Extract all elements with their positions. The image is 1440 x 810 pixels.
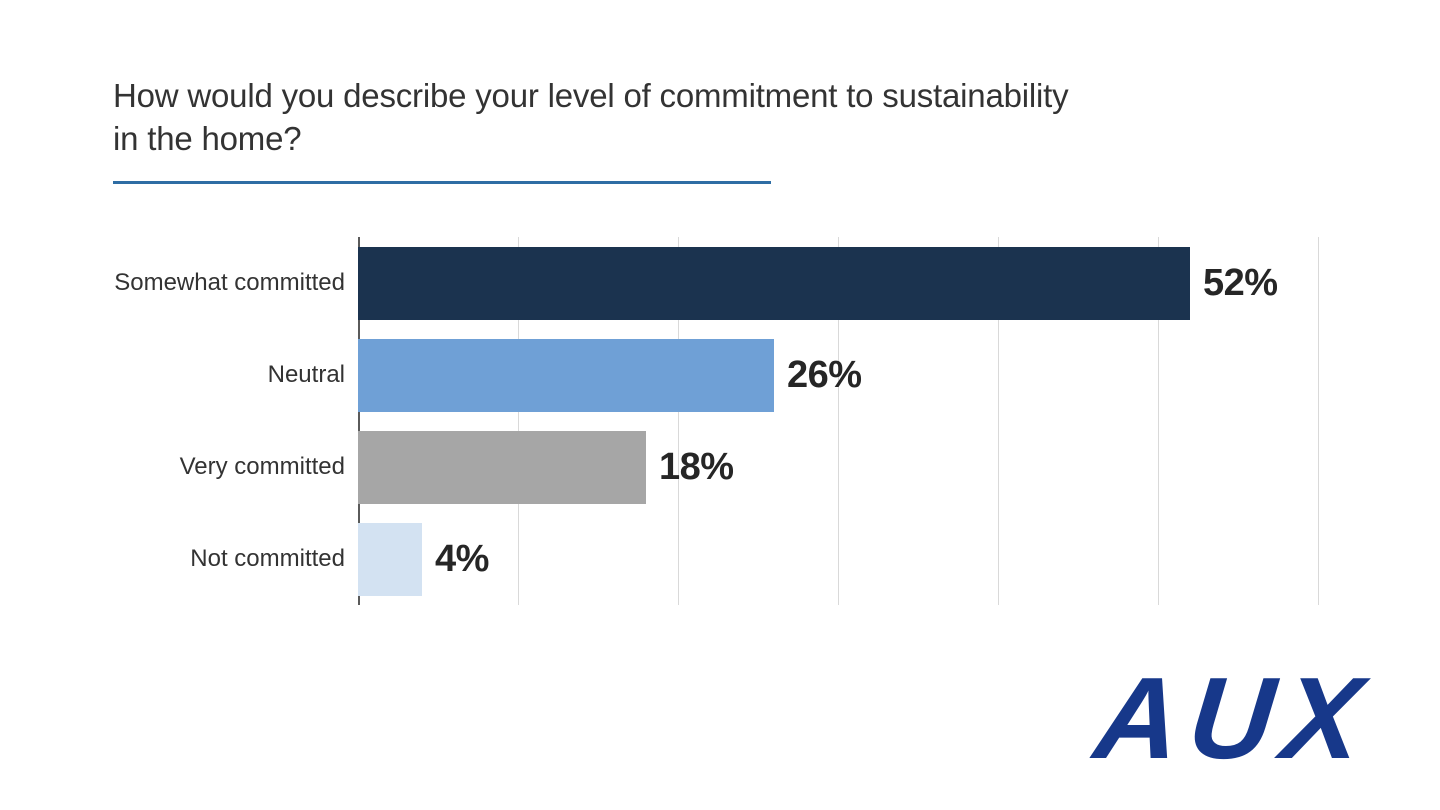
chart-rows: 52% 26% 18% 4%	[358, 237, 1390, 605]
value-label: 52%	[1203, 261, 1278, 304]
chart-row: 4%	[358, 513, 1390, 605]
gridline	[678, 237, 679, 605]
gridline	[1318, 237, 1319, 605]
category-label: Very committed	[179, 453, 345, 480]
gridline	[1158, 237, 1159, 605]
bar	[358, 338, 774, 412]
brand-logo: AUX	[1089, 653, 1378, 783]
bar	[358, 246, 1190, 320]
gridline	[838, 237, 839, 605]
gridline	[518, 237, 519, 605]
chart-row: 52%	[358, 237, 1390, 329]
bar	[358, 430, 646, 504]
page-title: How would you describe your level of com…	[113, 74, 1393, 160]
bar	[358, 522, 422, 596]
gridline	[998, 237, 999, 605]
chart-category-labels: Somewhat committed Neutral Very committed N…	[0, 237, 345, 605]
y-axis-line	[358, 237, 360, 605]
category-label: Neutral	[267, 361, 345, 388]
chart-row: 26%	[358, 329, 1390, 421]
chart-plot-area	[358, 237, 1390, 605]
page-title-line-2: in the home?	[113, 120, 302, 157]
value-label: 4%	[435, 537, 489, 580]
value-label: 26%	[787, 353, 862, 396]
value-label: 18%	[659, 445, 734, 488]
category-label: Somewhat committed	[114, 269, 345, 296]
chart-row: 18%	[358, 421, 1390, 513]
title-underline	[113, 181, 771, 184]
page-title-line-1: How would you describe your level of com…	[113, 77, 1069, 114]
category-label: Not committed	[190, 545, 345, 572]
